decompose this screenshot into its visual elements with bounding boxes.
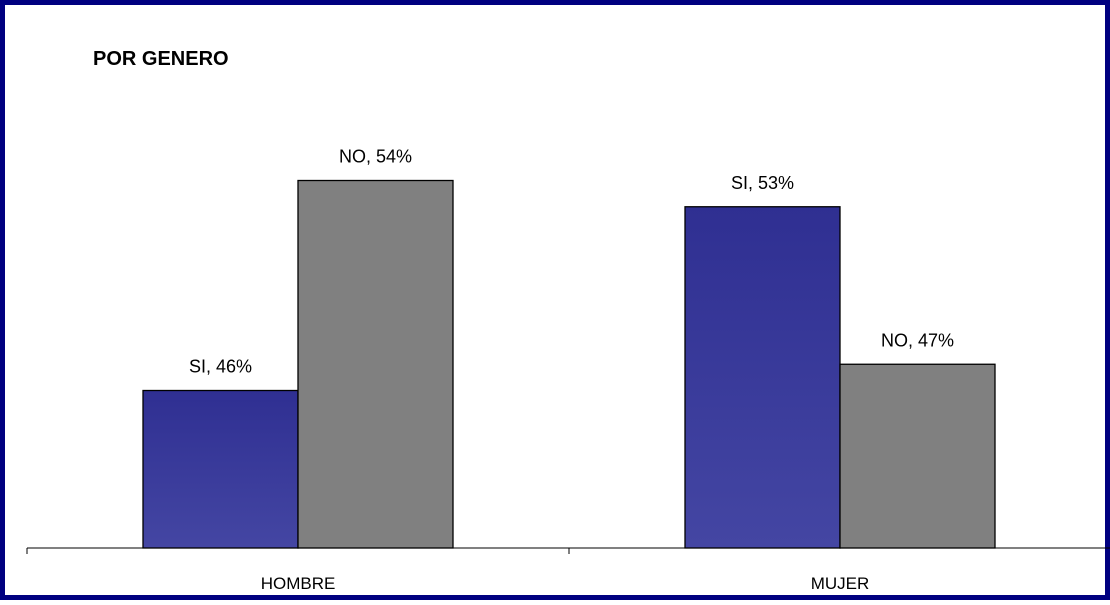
chart: POR GENERO SI, 46%NO, 54%SI, 53%NO, 47% … [26,48,1110,593]
bar-mujer-si [684,206,841,549]
bar-mujer-no [839,363,996,549]
x-axis: HOMBRE MUJER [26,547,1110,593]
bar-hombre-si [142,389,299,549]
x-tick-label: MUJER [811,574,870,593]
x-tick-label: HOMBRE [261,574,336,593]
bars-layer [142,179,996,549]
chart-title: POR GENERO [93,48,229,70]
data-label: NO, 47% [881,330,954,350]
data-label: NO, 54% [339,147,412,167]
data-label: SI, 46% [189,357,252,377]
data-labels-layer: SI, 46% NO, 54% SI, 53% NO, 47% [189,147,954,377]
bar-hombre-no [297,179,454,549]
data-label: SI, 53% [731,173,794,193]
